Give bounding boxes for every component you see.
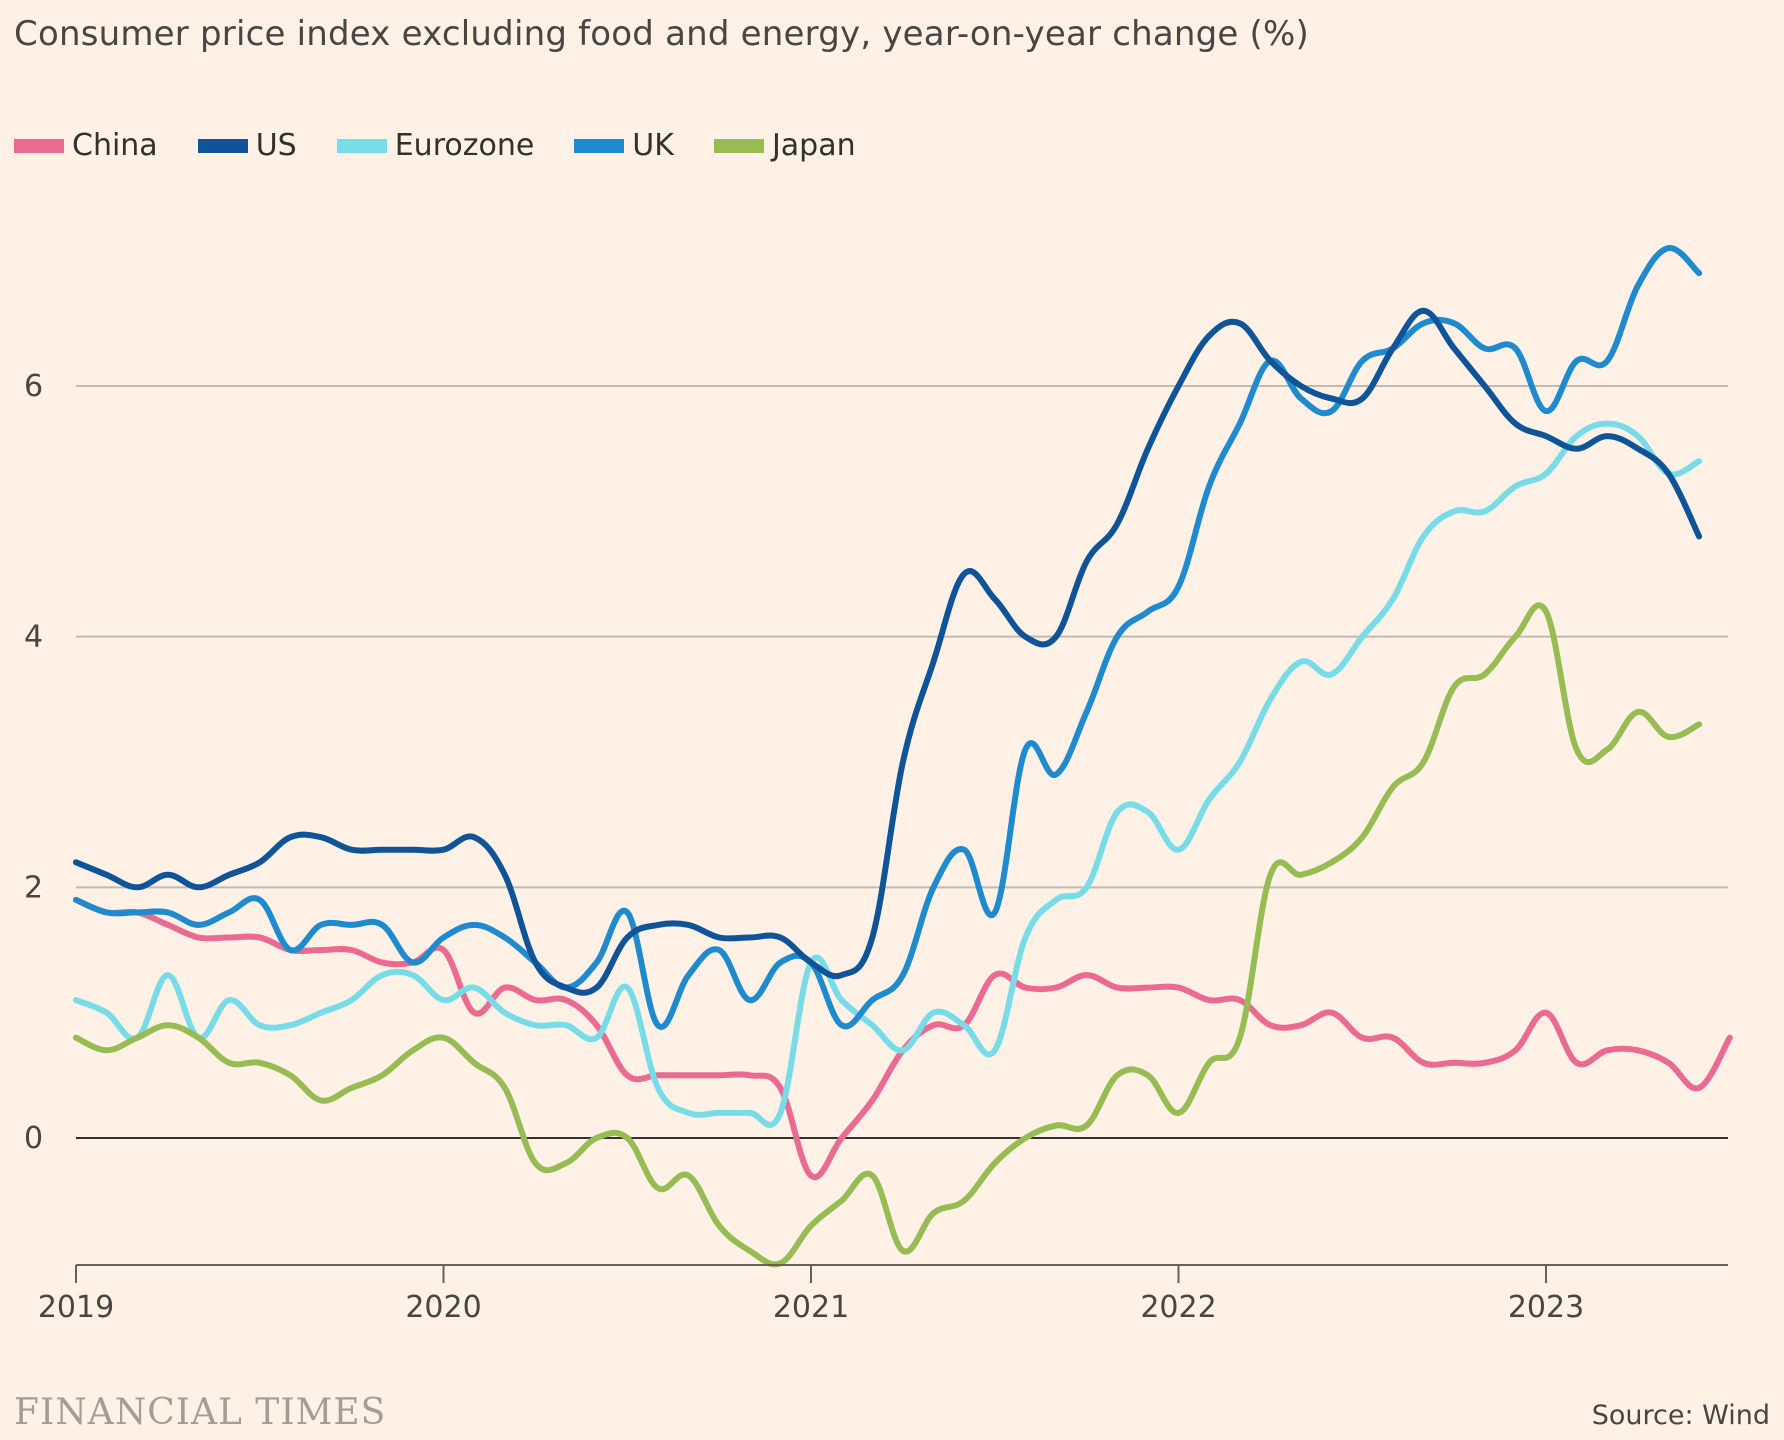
series-lines [73, 245, 1733, 1268]
y-tick-label: 4 [24, 620, 43, 655]
x-axis: 2019 2020 2021 2022 2023 [38, 1264, 1728, 1325]
y-tick-label: 2 [24, 870, 43, 905]
legend-label-uk: UK [632, 128, 674, 163]
legend-swatch-china [14, 138, 64, 153]
legend-item-uk: UK [574, 128, 674, 163]
x-tick-label: 2020 [405, 1290, 481, 1325]
legend-swatch-eurozone [336, 138, 387, 153]
y-tick-label: 0 [24, 1121, 43, 1156]
source-note: Source: Wind [1591, 1400, 1770, 1431]
series-line-japan [73, 602, 1703, 1268]
legend-swatch-uk [574, 138, 625, 153]
legend-item-eurozone: Eurozone [336, 128, 535, 163]
series-line-uk [73, 245, 1703, 1030]
legend-swatch-japan [713, 138, 764, 153]
legend-item-china: China [14, 128, 158, 163]
chart-title: Consumer price index excluding food and … [14, 14, 1309, 54]
series-line-china [73, 896, 1733, 1181]
chart-legend: China US Eurozone UK Japan [14, 128, 896, 163]
legend-label-eurozone: Eurozone [394, 128, 535, 163]
x-tick-label: 2023 [1508, 1290, 1584, 1325]
y-tick-label: 6 [24, 369, 43, 404]
legend-label-japan: Japan [771, 128, 856, 163]
x-tick-label: 2022 [1140, 1290, 1216, 1325]
legend-swatch-us [197, 138, 248, 153]
brand-logo-text: FINANCIAL TIMES [14, 1392, 387, 1433]
x-tick-label: 2019 [38, 1290, 114, 1325]
x-tick-label: 2021 [773, 1290, 849, 1325]
y-axis: 0 2 4 6 [24, 369, 43, 1156]
legend-label-us: US [255, 128, 297, 163]
series-line-us [73, 307, 1703, 996]
legend-label-china: China [72, 128, 158, 163]
legend-item-japan: Japan [713, 128, 856, 163]
legend-item-us: US [197, 128, 297, 163]
series-line-eurozone [73, 420, 1703, 1128]
gridlines [76, 385, 1728, 1139]
